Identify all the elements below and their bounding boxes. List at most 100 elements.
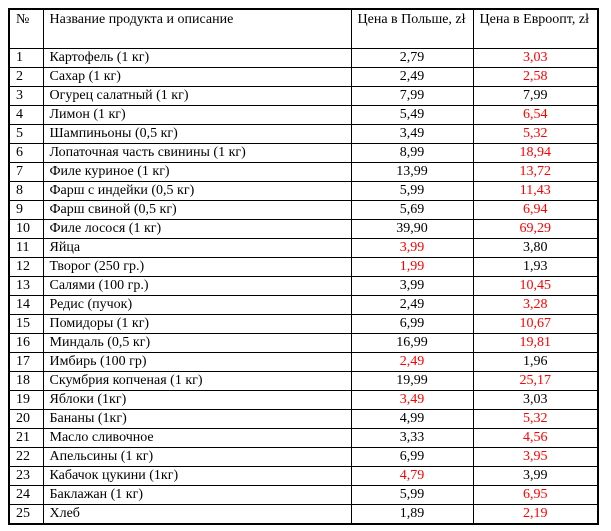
product-name: Хлеб	[42, 504, 352, 525]
price-evroopt: 5,32	[472, 409, 599, 429]
table-row: 17 Имбирь (100 гр) 2,49 1,96	[8, 352, 599, 372]
price-poland: 6,99	[350, 314, 474, 334]
product-name: Яблоки (1кг)	[42, 390, 352, 410]
price-evroopt: 1,93	[472, 257, 599, 277]
price-evroopt: 7,99	[472, 86, 599, 106]
product-name: Имбирь (100 гр)	[42, 352, 352, 372]
row-number: 13	[8, 276, 44, 296]
col-header-price-poland: Цена в Польше, zł	[350, 8, 474, 49]
price-evroopt: 6,94	[472, 200, 599, 220]
price-evroopt: 11,43	[472, 181, 599, 201]
price-poland: 5,69	[350, 200, 474, 220]
product-name: Помидоры (1 кг)	[42, 314, 352, 334]
price-evroopt: 18,94	[472, 143, 599, 163]
row-number: 6	[8, 143, 44, 163]
price-evroopt: 2,19	[472, 504, 599, 525]
col-header-number: №	[8, 8, 44, 49]
price-poland: 2,49	[350, 295, 474, 315]
row-number: 25	[8, 504, 44, 525]
price-poland: 6,99	[350, 447, 474, 467]
product-name: Кабачок цукини (1кг)	[42, 466, 352, 486]
price-evroopt: 10,45	[472, 276, 599, 296]
price-evroopt: 69,29	[472, 219, 599, 239]
table-row: 8 Фарш с индейки (0,5 кг) 5,99 11,43	[8, 181, 599, 201]
row-number: 19	[8, 390, 44, 410]
product-name: Лопаточная часть свинины (1 кг)	[42, 143, 352, 163]
price-evroopt: 3,80	[472, 238, 599, 258]
row-number: 7	[8, 162, 44, 182]
product-name: Шампиньоны (0,5 кг)	[42, 124, 352, 144]
price-evroopt: 3,03	[472, 390, 599, 410]
row-number: 24	[8, 485, 44, 505]
price-evroopt: 25,17	[472, 371, 599, 391]
row-number: 21	[8, 428, 44, 448]
row-number: 16	[8, 333, 44, 353]
product-name: Баклажан (1 кг)	[42, 485, 352, 505]
price-evroopt: 5,32	[472, 124, 599, 144]
price-poland: 2,49	[350, 67, 474, 87]
row-number: 23	[8, 466, 44, 486]
col-header-price-evroopt: Цена в Евроопт, zł	[472, 8, 599, 49]
table-row: 13 Салями (100 гр.) 3,99 10,45	[8, 276, 599, 296]
row-number: 15	[8, 314, 44, 334]
product-name: Филе лосося (1 кг)	[42, 219, 352, 239]
product-name: Салями (100 гр.)	[42, 276, 352, 296]
price-poland: 4,79	[350, 466, 474, 486]
product-name: Картофель (1 кг)	[42, 48, 352, 68]
row-number: 2	[8, 67, 44, 87]
row-number: 11	[8, 238, 44, 258]
table-row: 16 Миндаль (0,5 кг) 16,99 19,81	[8, 333, 599, 353]
col-header-product: Название продукта и описание	[42, 8, 352, 49]
price-poland: 5,49	[350, 105, 474, 125]
price-poland: 3,99	[350, 238, 474, 258]
price-poland: 1,89	[350, 504, 474, 525]
table-row: 7 Филе куриное (1 кг) 13,99 13,72	[8, 162, 599, 182]
product-name: Яйца	[42, 238, 352, 258]
header-row: № Название продукта и описание Цена в По…	[8, 8, 599, 49]
product-name: Сахар (1 кг)	[42, 67, 352, 87]
table-row: 18 Скумбрия копченая (1 кг) 19,99 25,17	[8, 371, 599, 391]
row-number: 12	[8, 257, 44, 277]
table-row: 12 Творог (250 гр.) 1,99 1,93	[8, 257, 599, 277]
table-row: 23 Кабачок цукини (1кг) 4,79 3,99	[8, 466, 599, 486]
product-name: Скумбрия копченая (1 кг)	[42, 371, 352, 391]
table-row: 19 Яблоки (1кг) 3,49 3,03	[8, 390, 599, 410]
product-name: Миндаль (0,5 кг)	[42, 333, 352, 353]
table-row: 9 Фарш свиной (0,5 кг) 5,69 6,94	[8, 200, 599, 220]
product-name: Масло сливочное	[42, 428, 352, 448]
product-name: Творог (250 гр.)	[42, 257, 352, 277]
price-evroopt: 13,72	[472, 162, 599, 182]
row-number: 22	[8, 447, 44, 467]
table-row: 20 Бананы (1кг) 4,99 5,32	[8, 409, 599, 429]
row-number: 14	[8, 295, 44, 315]
price-evroopt: 3,28	[472, 295, 599, 315]
price-poland: 2,79	[350, 48, 474, 68]
price-poland: 13,99	[350, 162, 474, 182]
table-row: 5 Шампиньоны (0,5 кг) 3,49 5,32	[8, 124, 599, 144]
price-evroopt: 10,67	[472, 314, 599, 334]
price-evroopt: 6,54	[472, 105, 599, 125]
row-number: 10	[8, 219, 44, 239]
price-poland: 4,99	[350, 409, 474, 429]
table-row: 3 Огурец салатный (1 кг) 7,99 7,99	[8, 86, 599, 106]
table-row: 15 Помидоры (1 кг) 6,99 10,67	[8, 314, 599, 334]
price-poland: 16,99	[350, 333, 474, 353]
table-row: 25 Хлеб 1,89 2,19	[8, 504, 599, 525]
product-name: Лимон (1 кг)	[42, 105, 352, 125]
price-poland: 3,49	[350, 390, 474, 410]
table-row: 14 Редис (пучок) 2,49 3,28	[8, 295, 599, 315]
table-row: 10 Филе лосося (1 кг) 39,90 69,29	[8, 219, 599, 239]
product-name: Редис (пучок)	[42, 295, 352, 315]
price-poland: 3,99	[350, 276, 474, 296]
row-number: 9	[8, 200, 44, 220]
product-name: Огурец салатный (1 кг)	[42, 86, 352, 106]
table-row: 21 Масло сливочное 3,33 4,56	[8, 428, 599, 448]
price-evroopt: 3,03	[472, 48, 599, 68]
product-name: Фарш с индейки (0,5 кг)	[42, 181, 352, 201]
table-row: 1 Картофель (1 кг) 2,79 3,03	[8, 48, 599, 68]
product-name: Фарш свиной (0,5 кг)	[42, 200, 352, 220]
price-evroopt: 3,95	[472, 447, 599, 467]
price-comparison-table: № Название продукта и описание Цена в По…	[8, 8, 599, 525]
price-poland: 8,99	[350, 143, 474, 163]
price-evroopt: 19,81	[472, 333, 599, 353]
